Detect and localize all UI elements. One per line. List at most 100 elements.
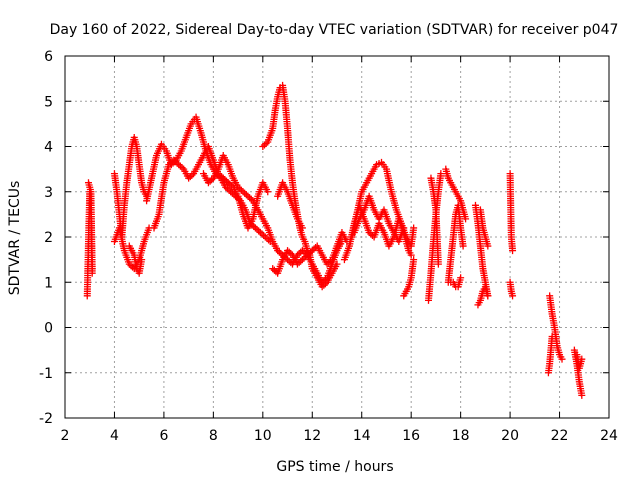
data-point-marker [484, 242, 492, 250]
data-point-marker [295, 250, 303, 258]
data-point-marker [251, 224, 259, 232]
data-point-marker [509, 292, 517, 300]
data-point-marker [88, 265, 96, 273]
data-point-marker [171, 158, 179, 166]
y-tick-label: 1 [44, 275, 53, 291]
data-point-marker [188, 171, 196, 179]
data-point-marker [242, 191, 250, 199]
y-tick-label: 6 [44, 49, 53, 65]
data-point-marker [320, 281, 328, 289]
x-tick-label: 18 [452, 428, 470, 444]
data-point-marker [262, 139, 270, 147]
data-point-marker [208, 176, 216, 184]
data-point-marker [457, 274, 465, 282]
data-point-marker [204, 179, 212, 187]
data-point-marker [246, 194, 254, 202]
data-point-marker [310, 245, 318, 253]
y-axis-ticks: -2 -1 0 1 2 3 4 5 6 [39, 49, 609, 427]
y-tick-label: 3 [44, 185, 53, 201]
data-point-marker [333, 260, 341, 268]
data-point-marker [284, 247, 292, 255]
data-point-marker [225, 186, 233, 194]
data-point-marker [318, 283, 326, 291]
data-point-marker [176, 162, 184, 170]
y-tick-label: 0 [44, 321, 53, 337]
data-point-marker [226, 180, 234, 188]
data-point-marker [295, 259, 303, 267]
data-point-marker [367, 230, 375, 238]
data-point-marker [236, 185, 244, 193]
x-tick-label: 12 [303, 428, 321, 444]
data-point-marker [127, 262, 135, 270]
data-points [83, 81, 586, 399]
data-point-marker [558, 355, 566, 363]
data-point-marker [263, 235, 271, 243]
data-point-marker [307, 248, 315, 256]
data-point-marker [255, 227, 263, 235]
data-point-marker [285, 257, 293, 265]
data-point-marker [462, 215, 470, 223]
data-point-marker [400, 224, 408, 232]
data-point-marker [228, 189, 236, 197]
data-point-marker [326, 257, 334, 265]
x-tick-label: 20 [501, 428, 519, 444]
data-point-marker [258, 230, 266, 238]
data-point-marker [287, 250, 295, 258]
data-point-marker [264, 188, 272, 196]
data-point-marker [548, 333, 556, 341]
data-point-marker [302, 253, 310, 261]
data-point-marker [218, 173, 226, 181]
data-point-marker [325, 259, 333, 267]
data-point-marker [173, 159, 181, 167]
data-point-marker [178, 164, 186, 172]
data-point-marker [224, 179, 232, 187]
y-axis-label: SDTVAR / TECUs [7, 181, 23, 296]
data-point-marker [125, 260, 133, 268]
data-point-marker [365, 228, 373, 236]
data-point-marker [206, 177, 214, 185]
data-point-marker [321, 280, 329, 288]
data-point-marker [297, 257, 305, 265]
data-point-marker [250, 222, 258, 230]
data-point-marker [186, 173, 194, 181]
x-axis-label: GPS time / hours [276, 459, 393, 475]
data-point-marker [509, 247, 517, 255]
y-tick-label: 4 [44, 140, 53, 156]
x-tick-label: 24 [600, 428, 618, 444]
data-point-marker [260, 141, 268, 149]
data-point-marker [223, 185, 231, 193]
data-point-marker [253, 225, 261, 233]
data-point-marker [175, 161, 183, 169]
data-point-marker [185, 174, 193, 182]
x-tick-label: 10 [254, 428, 272, 444]
data-point-marker [239, 188, 247, 196]
data-point-marker [165, 161, 173, 169]
data-point-marker [303, 251, 311, 259]
y-tick-label: 5 [44, 94, 53, 110]
data-point-marker [260, 231, 268, 239]
data-point-marker [578, 391, 586, 399]
y-tick-label: -1 [39, 366, 53, 382]
x-tick-label: 2 [61, 428, 70, 444]
data-point-marker [274, 247, 282, 255]
data-point-marker [275, 248, 283, 256]
data-point-marker [219, 174, 227, 182]
chart-title: Day 160 of 2022, Sidereal Day-to-day VTE… [50, 22, 619, 38]
data-point-marker [241, 189, 249, 197]
data-point-marker [259, 143, 267, 150]
data-point-marker [298, 224, 306, 232]
x-tick-label: 16 [402, 428, 420, 444]
x-tick-label: 14 [353, 428, 371, 444]
data-point-marker [298, 256, 306, 264]
data-point-marker [305, 250, 313, 258]
y-tick-label: 2 [44, 230, 53, 246]
data-point-marker [578, 355, 586, 363]
data-point-marker [459, 242, 467, 250]
y-tick-label: -2 [39, 411, 53, 427]
data-point-marker [277, 250, 285, 258]
data-point-marker [293, 260, 301, 268]
data-point-marker [407, 251, 415, 259]
x-tick-label: 22 [551, 428, 569, 444]
